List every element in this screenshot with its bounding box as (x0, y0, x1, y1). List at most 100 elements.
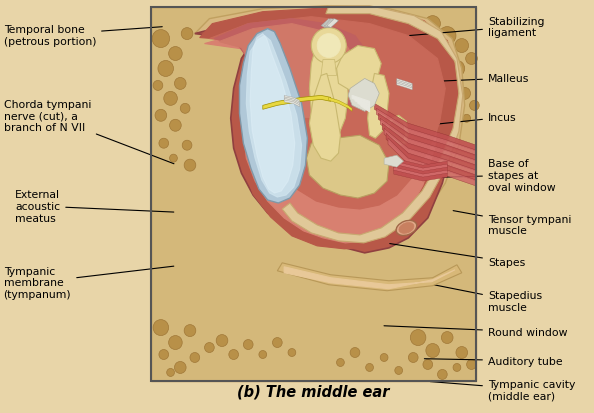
Circle shape (426, 344, 440, 358)
Circle shape (438, 370, 447, 380)
Circle shape (181, 28, 193, 40)
Text: Tympanic
membrane
(tympanum): Tympanic membrane (tympanum) (4, 266, 174, 299)
Polygon shape (394, 168, 447, 179)
Polygon shape (397, 84, 412, 91)
Polygon shape (321, 19, 333, 28)
Circle shape (175, 362, 186, 373)
Polygon shape (394, 159, 447, 170)
Polygon shape (284, 101, 299, 107)
Text: Base of
stapes at
oval window: Base of stapes at oval window (369, 159, 555, 192)
Circle shape (311, 28, 346, 64)
Circle shape (337, 358, 345, 367)
Polygon shape (247, 36, 302, 197)
Circle shape (317, 35, 340, 58)
Circle shape (467, 360, 476, 370)
Circle shape (167, 368, 175, 377)
Polygon shape (284, 97, 299, 104)
Circle shape (466, 53, 478, 65)
Circle shape (288, 349, 296, 357)
Circle shape (152, 31, 170, 48)
Polygon shape (384, 129, 476, 177)
Circle shape (350, 348, 360, 358)
Polygon shape (374, 104, 476, 152)
Circle shape (453, 363, 461, 372)
Text: Auditory tube: Auditory tube (424, 356, 563, 366)
Polygon shape (348, 79, 379, 112)
Circle shape (438, 28, 456, 45)
Circle shape (184, 325, 196, 337)
Polygon shape (195, 14, 457, 253)
Polygon shape (389, 120, 405, 142)
Polygon shape (309, 35, 348, 146)
Polygon shape (284, 96, 299, 103)
Polygon shape (214, 19, 369, 116)
Text: Stabilizing
ligament: Stabilizing ligament (324, 17, 545, 44)
Polygon shape (195, 7, 465, 248)
Polygon shape (397, 79, 412, 86)
Circle shape (164, 92, 178, 106)
Text: Incus: Incus (346, 113, 517, 134)
Polygon shape (323, 19, 334, 28)
Polygon shape (378, 114, 476, 162)
Polygon shape (380, 119, 476, 167)
Circle shape (159, 350, 169, 360)
Circle shape (446, 77, 459, 91)
Polygon shape (284, 99, 299, 106)
Polygon shape (321, 60, 337, 76)
Circle shape (410, 330, 426, 346)
Circle shape (425, 17, 440, 33)
Polygon shape (368, 74, 389, 139)
Circle shape (169, 336, 182, 350)
Circle shape (455, 40, 469, 53)
Polygon shape (394, 162, 447, 173)
Polygon shape (358, 101, 369, 110)
Text: Tympanic cavity
(middle ear): Tympanic cavity (middle ear) (430, 379, 575, 401)
Circle shape (459, 88, 470, 100)
Polygon shape (329, 98, 352, 112)
Polygon shape (204, 24, 440, 243)
Circle shape (153, 320, 169, 336)
Circle shape (366, 363, 374, 372)
Circle shape (204, 343, 214, 353)
Circle shape (169, 47, 182, 62)
Polygon shape (309, 74, 340, 162)
Polygon shape (382, 124, 476, 172)
Circle shape (469, 101, 479, 111)
Circle shape (437, 53, 448, 65)
Polygon shape (394, 165, 447, 176)
Circle shape (170, 120, 181, 132)
Polygon shape (384, 156, 403, 168)
Circle shape (170, 155, 178, 163)
Polygon shape (377, 109, 476, 157)
Polygon shape (397, 82, 412, 89)
Circle shape (158, 62, 173, 77)
Circle shape (456, 347, 467, 358)
Polygon shape (284, 267, 455, 289)
Polygon shape (385, 116, 409, 146)
Polygon shape (263, 96, 331, 110)
Circle shape (159, 139, 169, 149)
Text: Stapedius
muscle: Stapedius muscle (424, 283, 542, 312)
Circle shape (229, 350, 239, 360)
Polygon shape (361, 104, 369, 113)
Circle shape (449, 62, 465, 77)
Polygon shape (219, 24, 358, 118)
Circle shape (441, 95, 449, 103)
Polygon shape (200, 9, 459, 249)
Circle shape (175, 78, 186, 90)
Circle shape (190, 353, 200, 363)
Circle shape (380, 354, 388, 362)
Text: Stapes: Stapes (390, 244, 525, 267)
Circle shape (259, 351, 267, 358)
Circle shape (244, 340, 253, 350)
Polygon shape (239, 29, 308, 204)
Polygon shape (324, 19, 336, 28)
Circle shape (409, 353, 418, 363)
Circle shape (180, 104, 190, 114)
Text: Tensor tympani
muscle: Tensor tympani muscle (453, 211, 571, 236)
Circle shape (423, 360, 432, 370)
Polygon shape (277, 263, 462, 291)
Polygon shape (307, 136, 389, 199)
Circle shape (153, 81, 163, 91)
Text: External
acoustic
meatus: External acoustic meatus (15, 190, 174, 223)
